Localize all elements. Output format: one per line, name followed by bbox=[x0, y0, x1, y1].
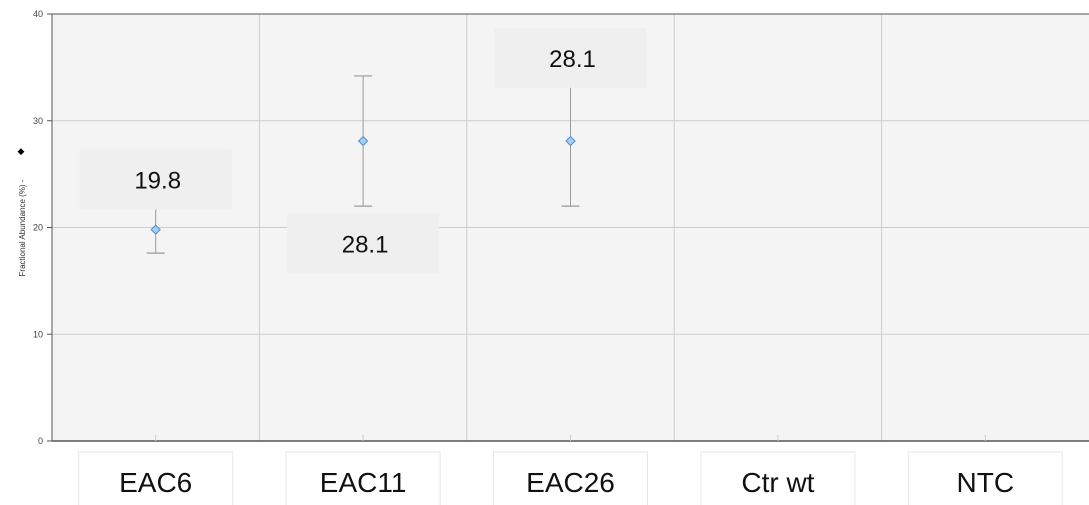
y-ticks: 0 10 20 30 40 bbox=[33, 9, 52, 446]
category-label-box bbox=[78, 451, 234, 505]
category-label: NTC bbox=[957, 467, 1015, 498]
y-tick-label-40: 40 bbox=[33, 9, 43, 19]
y-axis-label-marker: ◆ bbox=[18, 146, 25, 156]
category-Ctr wt: Ctr wt bbox=[700, 451, 856, 505]
data-callouts: 19.8 28.1 28.1 bbox=[79, 27, 647, 274]
category-label: Ctr wt bbox=[741, 467, 814, 498]
category-EAC11: EAC11 bbox=[285, 451, 441, 505]
y-tick-label-30: 30 bbox=[33, 116, 43, 126]
data-points bbox=[150, 135, 576, 235]
y-tick-label-0: 0 bbox=[38, 436, 43, 446]
data-point-EAC6 bbox=[150, 224, 161, 235]
callout-EAC6: 19.8 bbox=[79, 149, 232, 210]
y-tick-label-20: 20 bbox=[33, 223, 43, 233]
category-EAC26: EAC26 bbox=[493, 451, 648, 505]
category-label-box bbox=[700, 451, 856, 505]
callout-box bbox=[494, 27, 647, 88]
category-label: EAC26 bbox=[526, 467, 615, 498]
callout-label: 28.1 bbox=[549, 46, 596, 73]
callout-label: 28.1 bbox=[342, 232, 389, 259]
y-tick-label-10: 10 bbox=[33, 329, 43, 339]
callout-EAC26: 28.1 bbox=[494, 27, 647, 88]
y-axis-label: Fractional Abundance (%) - bbox=[18, 179, 27, 276]
category-label-box bbox=[493, 451, 648, 505]
category-label: EAC6 bbox=[119, 467, 192, 498]
category-NTC: NTC bbox=[907, 451, 1063, 505]
data-point-EAC11 bbox=[357, 135, 369, 147]
callout-box bbox=[79, 149, 232, 210]
category-label-box bbox=[285, 451, 441, 505]
category-label-box bbox=[907, 451, 1063, 505]
callout-label: 19.8 bbox=[134, 167, 181, 194]
callout-box bbox=[287, 213, 440, 274]
category-labels: EAC6 EAC11 EAC26 Ctr wt NTC bbox=[78, 451, 1063, 505]
data-point-EAC26 bbox=[565, 135, 576, 147]
callout-EAC11: 28.1 bbox=[287, 213, 440, 274]
category-EAC6: EAC6 bbox=[78, 451, 234, 505]
category-label: EAC11 bbox=[320, 467, 407, 498]
